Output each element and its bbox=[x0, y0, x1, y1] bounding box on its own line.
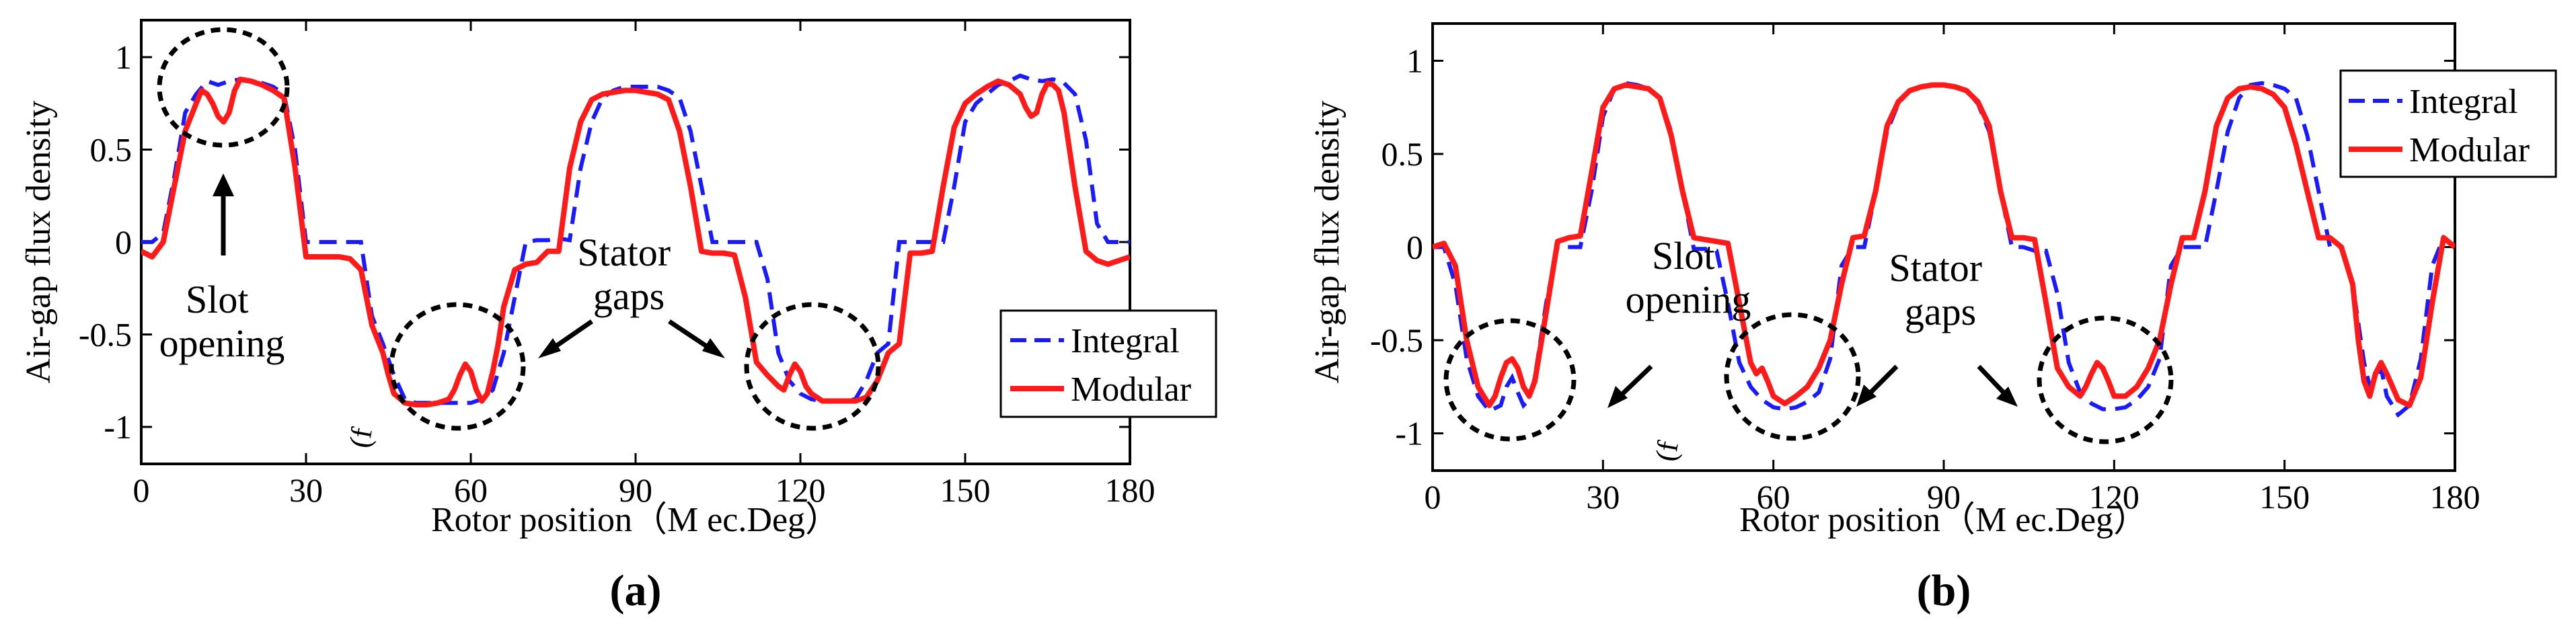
x-tick-label: 30 bbox=[1586, 478, 1620, 516]
annotation-slot-opening-b: Slot opening bbox=[1626, 234, 1751, 321]
stator-gap-circle-b-1 bbox=[1724, 312, 1861, 441]
legend-entry-modular-a: Modular bbox=[1071, 370, 1191, 409]
x-tick-label: 0 bbox=[1425, 478, 1441, 516]
x-tick-label: 90 bbox=[619, 471, 652, 509]
x-tick-label: 120 bbox=[2089, 478, 2139, 516]
stray-glyph-b: (f bbox=[1649, 438, 1685, 464]
y-tick-label: -0.5 bbox=[79, 316, 132, 354]
x-tick-label: 90 bbox=[1927, 478, 1961, 516]
x-tick-label: 120 bbox=[775, 471, 826, 509]
y-tick-label: -1 bbox=[104, 408, 132, 446]
panel-b: 1 0.5 0 -0.5 -1 0 30 60 90 120 150 180 Slot openin… bbox=[1308, 22, 2557, 615]
arrow-stator-gap-b-left bbox=[1856, 364, 1899, 407]
y-tick-label: 1 bbox=[1406, 42, 1423, 79]
arrow-stator-gap-a-right bbox=[668, 319, 725, 358]
x-ticks-b: 0 30 60 90 120 150 180 bbox=[1425, 24, 2480, 516]
x-tick-label: 30 bbox=[289, 471, 323, 509]
x-tick-label: 0 bbox=[133, 471, 150, 509]
y-tick-label: 0 bbox=[1406, 229, 1423, 266]
stator-gap-circle-b-2 bbox=[2037, 315, 2174, 444]
legend-b: Integral Modular bbox=[2339, 69, 2557, 178]
annotation-stator-gaps-a: Stator gaps bbox=[577, 231, 680, 318]
x-axis-label-a: Rotor position（M ec.Deg） bbox=[431, 501, 840, 539]
x-tick-label: 180 bbox=[1105, 471, 1156, 509]
slot-opening-circle-b bbox=[1443, 318, 1577, 442]
x-axis-label-b: Rotor position（M ec.Deg） bbox=[1739, 501, 2148, 539]
arrow-stator-gap-b-right bbox=[1977, 364, 2018, 407]
legend-a: Integral Modular bbox=[999, 309, 1217, 418]
panel-a: 1 0.5 0 -0.5 -1 0 30 60 90 120 150 180 Slot openin… bbox=[20, 19, 1217, 615]
x-ticks-a: 0 30 60 90 120 150 180 bbox=[133, 20, 1156, 509]
legend-entry-integral-a: Integral bbox=[1071, 322, 1180, 360]
x-tick-label: 150 bbox=[940, 471, 991, 509]
annotation-stator-gaps-b: Stator gaps bbox=[1889, 246, 1992, 333]
arrow-stator-gap-a-left bbox=[538, 319, 593, 358]
y-tick-label: 1 bbox=[115, 38, 132, 76]
x-tick-label: 60 bbox=[454, 471, 488, 509]
stator-gap-circle-a-1 bbox=[389, 302, 526, 431]
annotation-slot-opening-a: Slot opening bbox=[159, 278, 285, 365]
legend-entry-modular-b: Modular bbox=[2409, 131, 2530, 169]
legend-entry-integral-b: Integral bbox=[2409, 83, 2518, 121]
y-tick-label: -1 bbox=[1395, 415, 1423, 452]
stator-gap-circle-a-2 bbox=[744, 302, 881, 431]
x-tick-label: 60 bbox=[1757, 478, 1790, 516]
y-tick-label: 0 bbox=[115, 223, 132, 261]
y-tick-label: 0.5 bbox=[90, 131, 132, 169]
x-tick-label: 180 bbox=[2430, 478, 2480, 516]
x-tick-label: 150 bbox=[2259, 478, 2310, 516]
arrow-slot-opening-a bbox=[213, 173, 234, 255]
y-ticks-b: 1 0.5 0 -0.5 -1 bbox=[1370, 42, 2455, 452]
stray-glyph-a: (f bbox=[343, 425, 379, 450]
y-axis-label-a: Air-gap flux density bbox=[20, 101, 58, 384]
panel-label-a: (a) bbox=[610, 566, 662, 615]
y-axis-label-b: Air-gap flux density bbox=[1308, 101, 1347, 384]
modular-series-line-a bbox=[141, 77, 1130, 407]
modular-series-line-b bbox=[1433, 82, 2455, 408]
arrow-slot-opening-b bbox=[1607, 364, 1653, 408]
y-tick-label: 0.5 bbox=[1381, 135, 1424, 173]
y-tick-label: -0.5 bbox=[1370, 321, 1423, 359]
panel-label-b: (b) bbox=[1917, 566, 1971, 615]
y-ticks-a: 1 0.5 0 -0.5 -1 bbox=[79, 38, 1130, 446]
slot-opening-circle-a bbox=[157, 27, 290, 148]
